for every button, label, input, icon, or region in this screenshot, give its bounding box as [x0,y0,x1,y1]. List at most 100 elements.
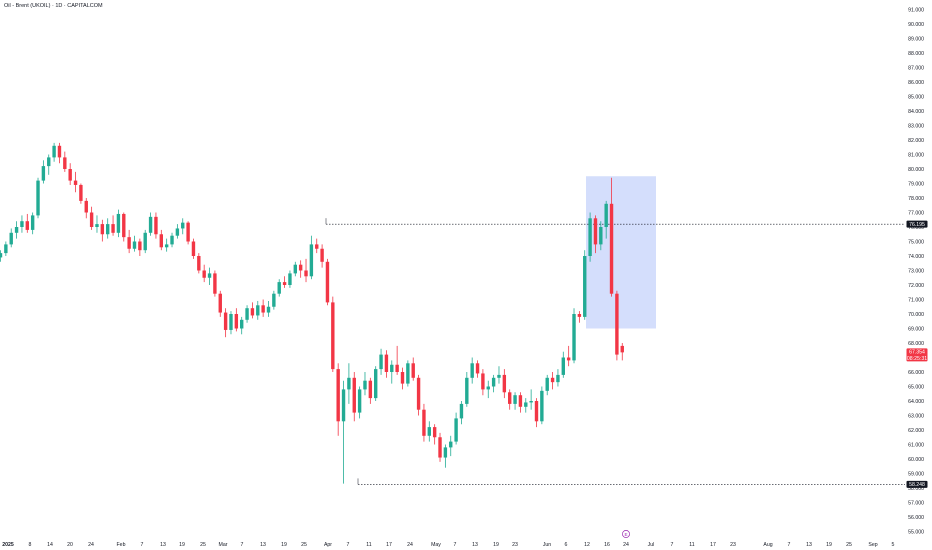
x-tick-label: 19 [281,542,287,548]
candle [234,308,239,332]
x-tick-label: 13 [160,542,166,548]
candle [245,305,249,323]
candle [465,372,469,407]
candle [159,229,163,251]
x-tick-label: Aug [763,542,772,548]
x-tick-label: 24 [88,542,94,548]
candle [309,235,314,280]
y-tick-label: 81.000 [908,152,924,158]
x-tick-label: 13 [260,542,266,548]
x-tick-label: 8 [29,542,32,548]
y-axis[interactable]: 91.000 90.000 89.000 88.000 87.000 86.000 85.0… [908,7,924,535]
candle [30,212,35,235]
candle [197,253,201,274]
x-tick-label: 19 [493,542,499,548]
candle-body [540,390,544,422]
x-tick-label: 12 [584,542,590,548]
candle-body [556,374,560,383]
x-tick-label: 25 [846,542,852,548]
y-tick-label: 63.000 [908,413,924,419]
candle-body [604,203,608,227]
candle-body [282,282,287,285]
candle-body [572,314,576,361]
y-tick-label: 79.000 [908,181,924,187]
x-tick-label: 7 [788,542,791,548]
last-price-tag-bg [906,348,928,362]
candle [513,392,517,410]
candle-body [400,372,405,384]
candle-body [30,215,35,230]
candle [604,200,608,239]
candle [363,372,367,396]
y-tick-label: 90.000 [908,22,924,28]
candle-body [186,222,190,242]
candles-layer [0,142,624,484]
candle-body [234,314,239,329]
candle-body [615,293,619,355]
highlight-box [586,176,656,329]
y-tick-label: 70.000 [908,312,924,318]
candle [481,369,485,396]
candle-body [438,437,442,458]
candle-body [325,261,330,303]
candle [68,163,72,185]
y-tick-label: 77.000 [908,210,924,216]
x-tick-label: 25 [200,542,206,548]
candle-body [336,369,340,422]
candle [218,290,222,317]
candle-body [100,224,105,235]
candle [336,363,340,436]
candle [36,177,40,219]
candle-body [593,218,598,245]
candle-body [111,224,115,233]
candle-body [368,380,373,399]
candle [122,212,126,242]
candle-body [497,374,501,378]
x-tick-label: 7 [347,542,350,548]
candle-body [0,253,3,258]
candle [508,389,512,410]
candle [609,177,614,297]
x-tick-label: Mar [219,542,228,548]
candle-body [159,234,163,248]
candle-body [508,392,512,404]
candle [486,380,490,399]
candle [52,142,56,162]
candle [191,238,196,259]
y-tick-label: 58.000 [908,486,924,492]
candle [411,357,415,381]
candle-body [379,354,383,370]
candle-body [427,427,431,436]
candle [357,386,362,419]
last-price-tag-text: 08:25:31 [907,356,927,362]
candle [432,424,437,445]
x-axis[interactable]: 2025 8 14 20 24 Feb 7 13 19 25 Mar 7 13 19 25 Apr 7 11 17 2… [2,542,894,548]
candle-body [261,305,265,313]
candle [138,238,142,256]
y-tick-label: 85.000 [908,94,924,100]
y-tick-label: 69.000 [908,326,924,332]
candle [298,260,303,278]
candle [341,380,346,484]
candle-body [223,312,228,330]
candle-body [566,357,571,361]
candle-body [320,248,324,262]
candle [106,218,110,239]
candle-body [25,221,29,230]
candle-body [207,273,212,278]
y-tick-label: 68.000 [908,341,924,347]
y-tick-label: 75.000 [908,239,924,245]
candle-body [106,224,110,235]
candle-body [68,169,72,181]
upper-level-tag-bg [906,220,928,228]
candle-body [583,256,587,317]
candle [599,221,603,251]
candle-body [304,270,308,277]
candle [459,401,464,425]
candle-body [524,402,528,407]
y-tick-label: 56.000 [908,515,924,521]
candle [207,267,212,285]
candle-body [620,345,624,353]
candle [89,206,94,230]
